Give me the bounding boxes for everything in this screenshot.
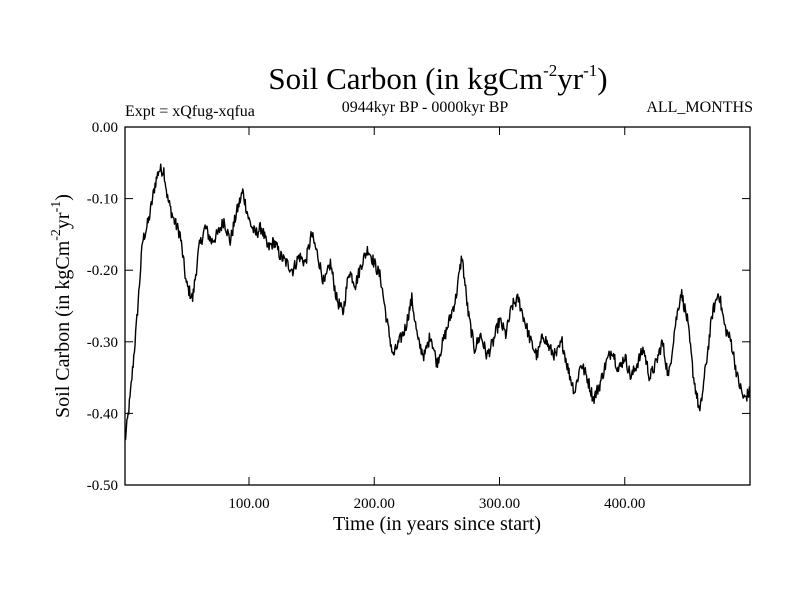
y-axis: 0.00 -0.10 -0.20 -0.30 -0.40 -0.50 — [87, 120, 750, 494]
y-tick-label: -0.40 — [87, 406, 118, 422]
chart-title: Soil Carbon (in kgCm-2yr-1) — [268, 61, 607, 96]
y-tick-label: -0.30 — [87, 335, 118, 351]
period-label: 0944kyr BP - 0000kyr BP — [342, 99, 509, 116]
x-tick-label: 100.00 — [228, 496, 269, 512]
y-tick-label: -0.50 — [87, 478, 118, 494]
series-line-soil-carbon — [124, 163, 751, 441]
x-axis: 100.00 200.00 300.00 400.00 — [228, 127, 645, 512]
y-tick-label: -0.10 — [87, 192, 118, 208]
y-axis-title: Soil Carbon (in kgCm-2yr-1) — [49, 194, 74, 418]
x-tick-label: 200.00 — [354, 496, 395, 512]
experiment-label: Expt = xQfug-xqfua — [125, 103, 255, 120]
x-axis-title: Time (in years since start) — [333, 513, 541, 535]
months-label: ALL_MONTHS — [646, 99, 753, 116]
x-tick-label: 400.00 — [604, 496, 645, 512]
y-tick-label: -0.20 — [87, 263, 118, 279]
y-tick-label: 0.00 — [92, 120, 118, 136]
plot-frame — [124, 126, 751, 486]
x-tick-label: 300.00 — [479, 496, 520, 512]
